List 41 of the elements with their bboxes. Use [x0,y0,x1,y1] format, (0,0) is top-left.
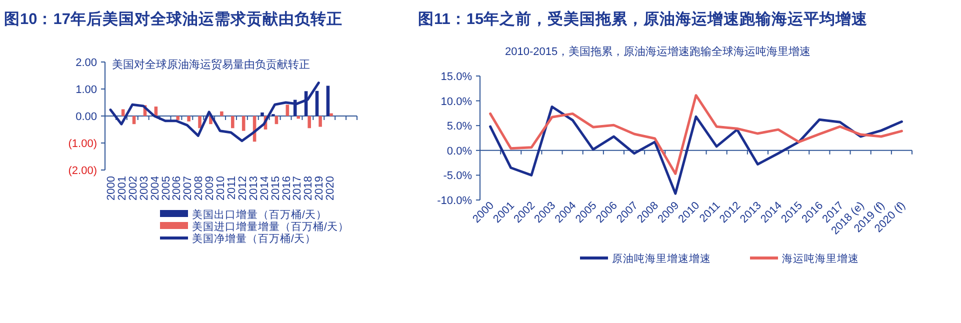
y-tick-label: 5.0% [446,120,472,133]
legend-label: 美国净增量（百万桶/天） [192,232,316,245]
x-tick-label: 2009 [204,176,216,200]
chart-subtitle: 美国对全球原油海运贸易量由负贡献转正 [112,58,310,71]
y-tick-label: 10.0% [440,96,472,108]
y-tick-label: (2.00) [68,165,97,177]
x-tick-label: 2012 [236,176,249,200]
x-tick-label: 2000 [105,176,118,200]
y-tick-label: (1.00) [68,138,97,150]
y-tick-label: 15.0% [440,71,472,83]
y-tick-label: 1.00 [76,84,97,96]
chart-subtitle: 2010-2015，美国拖累，原油海运增速跑输全球海运吨海里增速 [505,45,811,58]
x-tick-label: 2004 [149,176,162,200]
x-tick-label: 2007 [182,176,194,200]
legend-label: 美国出口增量（百万桶/天） [192,208,327,221]
x-tick-label: 2005 [160,176,172,200]
x-tick-label: 2016 [280,176,293,200]
x-tick-label: 2002 [127,176,140,200]
x-tick-label: 2013 [248,176,260,200]
y-tick-label: 0.0% [446,145,472,158]
x-tick-label: 2011 [226,176,238,200]
x-tick-label: 2017 [292,176,304,200]
x-tick-label: 2014 [258,176,271,200]
x-tick-label: 2010 [215,176,228,200]
x-tick-label: 2015 [270,176,282,200]
legend-label: 原油吨海里增速增速 [612,252,711,265]
y-tick-label: -10.0% [437,195,472,207]
x-tick-label: 2020 [324,176,337,200]
x-tick-label: 2019 [314,176,326,200]
x-tick-label: 2008 [193,176,206,200]
legend-label: 海运吨海里增速 [782,252,859,265]
chart-title: 图11：15年之前，受美国拖累，原油海运增速跑输海运平均增速 [418,9,868,28]
chart-title: 图10：17年后美国对全球油运需求贡献由负转正 [4,9,342,28]
x-tick-label: 2003 [138,176,150,200]
x-tick-label: 2006 [171,176,184,200]
y-tick-label: 2.00 [76,57,97,69]
x-tick-label: 2018 [302,176,315,200]
x-tick-label: 2001 [116,176,128,200]
y-tick-label: -5.0% [443,170,472,182]
y-tick-label: 0.00 [76,111,97,123]
legend-label: 美国进口增量增量（百万桶/天） [192,220,349,233]
